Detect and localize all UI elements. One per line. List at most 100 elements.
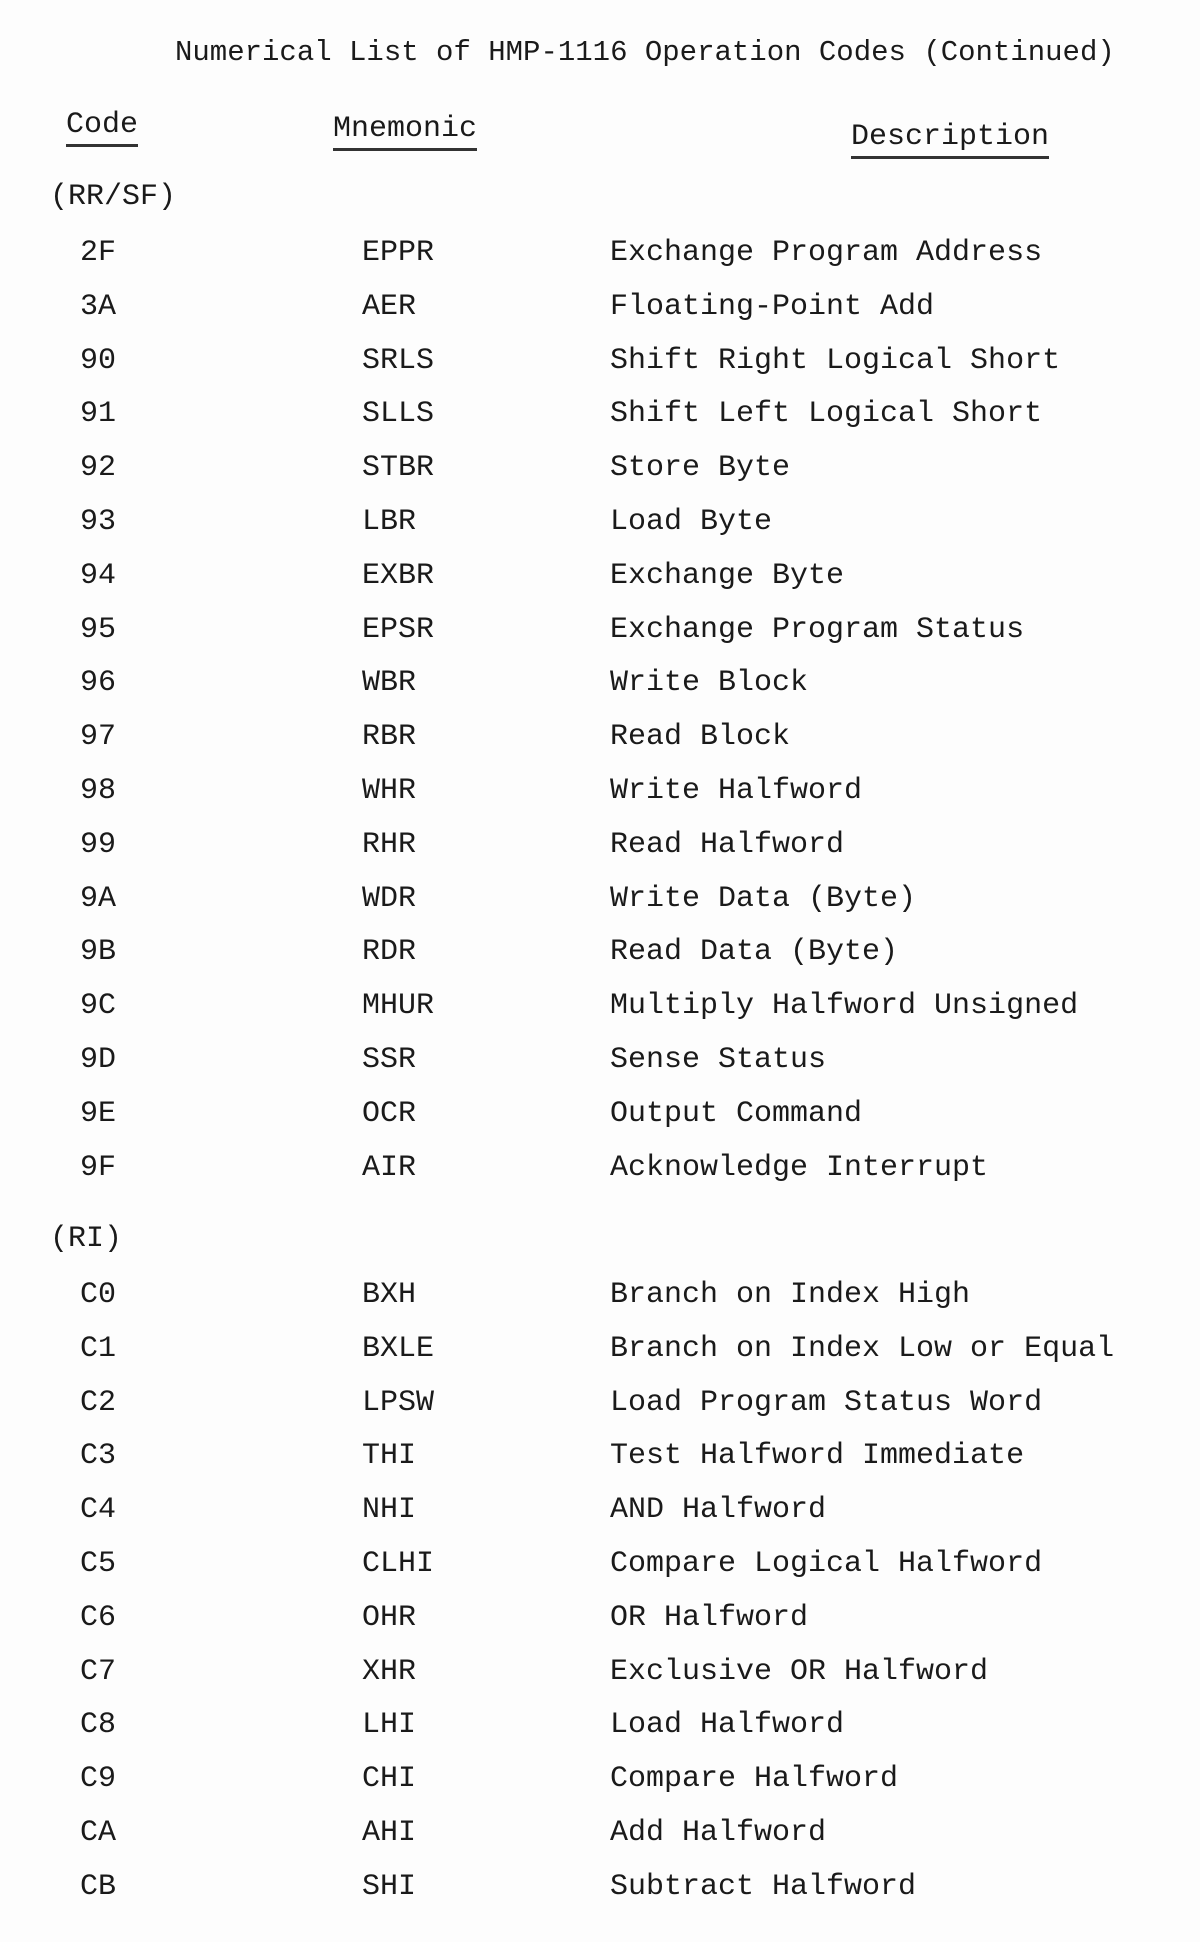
opcode-cell: 95 [80, 612, 117, 647]
opcode-cell: 9A [80, 881, 117, 916]
opcode-cell: 96 [80, 666, 117, 701]
table-row: C8 LHI Load Halfword [0, 1708, 1200, 1748]
description-cell: Acknowledge Interrupt [610, 1150, 989, 1185]
description-cell: Floating-Point Add [610, 289, 935, 324]
description-cell: Write Data (Byte) [610, 881, 917, 916]
table-row: C7 XHR Exclusive OR Halfword [0, 1655, 1200, 1695]
mnemonic-cell: OCR [362, 1096, 417, 1131]
table-row: C1 BXLE Branch on Index Low or Equal [0, 1332, 1200, 1372]
opcode-cell: 91 [80, 397, 117, 432]
opcode-cell: CB [80, 1869, 117, 1904]
table-row: C9 CHI Compare Halfword [0, 1762, 1200, 1802]
mnemonic-cell: SLLS [362, 397, 435, 432]
opcode-cell: 9E [80, 1096, 117, 1131]
description-cell: Compare Logical Halfword [610, 1547, 1043, 1581]
table-row: 93 LBR Load Byte [0, 505, 1200, 545]
mnemonic-cell: AIR [362, 1150, 417, 1185]
mnemonic-cell: RHR [362, 827, 417, 862]
opcode-cell: 9D [80, 1043, 117, 1077]
table-row: 9F AIR Acknowledge Interrupt [0, 1151, 1200, 1191]
description-cell: Read Block [610, 720, 791, 755]
description-cell: Read Data (Byte) [610, 935, 899, 970]
mnemonic-cell: AHI [362, 1816, 417, 1850]
description-cell: Branch on Index Low or Equal [610, 1331, 1115, 1366]
mnemonic-cell: LPSW [362, 1385, 435, 1420]
table-row: 3A AER Floating-Point Add [0, 290, 1200, 330]
header-mnemonic: Mnemonic [333, 112, 478, 151]
mnemonic-cell: AER [362, 289, 417, 324]
description-cell: Output Command [610, 1096, 863, 1131]
mnemonic-cell: CHI [362, 1762, 417, 1797]
table-row: 9D SSR Sense Status [0, 1043, 1200, 1083]
table-row: C6 OHR OR Halfword [0, 1601, 1200, 1641]
header-description: Description [851, 120, 1050, 159]
mnemonic-cell: SHI [362, 1869, 417, 1904]
table-row: 99 RHR Read Halfword [0, 828, 1200, 868]
table-row: 94 EXBR Exchange Byte [0, 559, 1200, 599]
description-cell: Write Halfword [610, 774, 863, 808]
mnemonic-cell: THI [362, 1439, 417, 1474]
opcode-cell: C4 [80, 1493, 117, 1528]
opcode-cell: 9C [80, 989, 117, 1024]
opcode-cell: 9F [80, 1150, 117, 1185]
mnemonic-cell: BXLE [362, 1331, 435, 1366]
mnemonic-cell: EPPR [362, 236, 435, 270]
mnemonic-cell: RDR [362, 935, 417, 970]
opcode-cell: C0 [80, 1278, 117, 1312]
opcode-cell: 93 [80, 505, 117, 539]
description-cell: Test Halfword Immediate [610, 1439, 1025, 1474]
section-label: (RR/SF) [50, 180, 177, 214]
opcode-cell: C3 [80, 1439, 117, 1474]
description-cell: OR Halfword [610, 1600, 809, 1635]
table-row: 9E OCR Output Command [0, 1097, 1200, 1137]
table-row: CB SHI Subtract Halfword [0, 1870, 1200, 1910]
page-title: Numerical List of HMP-1116 Operation Cod… [175, 36, 1115, 69]
opcode-cell: 2F [80, 236, 117, 270]
description-cell: Load Halfword [610, 1708, 845, 1743]
description-cell: Shift Right Logical Short [610, 343, 1061, 378]
mnemonic-cell: XHR [362, 1654, 417, 1689]
table-row: 2F EPPR Exchange Program Address [0, 236, 1200, 276]
section-label: (RI) [50, 1222, 123, 1256]
mnemonic-cell: LHI [362, 1708, 417, 1743]
table-row: 9A WDR Write Data (Byte) [0, 882, 1200, 922]
table-row: C2 LPSW Load Program Status Word [0, 1386, 1200, 1426]
table-row: 98 WHR Write Halfword [0, 774, 1200, 814]
description-cell: Store Byte [610, 451, 791, 486]
mnemonic-cell: WBR [362, 666, 417, 701]
table-row: 9B RDR Read Data (Byte) [0, 935, 1200, 975]
description-cell: Exclusive OR Halfword [610, 1654, 989, 1689]
mnemonic-cell: EXBR [362, 558, 435, 593]
table-row: 95 EPSR Exchange Program Status [0, 613, 1200, 653]
opcode-cell: 94 [80, 558, 117, 593]
description-cell: Multiply Halfword Unsigned [610, 989, 1079, 1024]
opcode-cell: CA [80, 1816, 117, 1850]
description-cell: Exchange Program Status [610, 612, 1025, 647]
mnemonic-cell: NHI [362, 1493, 417, 1528]
mnemonic-cell: WDR [362, 881, 417, 916]
mnemonic-cell: CLHI [362, 1547, 435, 1581]
table-row: 97 RBR Read Block [0, 720, 1200, 760]
description-cell: Add Halfword [610, 1816, 827, 1850]
header-code: Code [66, 108, 139, 147]
description-cell: Exchange Program Address [610, 236, 1043, 270]
table-row: C5 CLHI Compare Logical Halfword [0, 1547, 1200, 1587]
opcode-cell: 92 [80, 451, 117, 486]
description-cell: Sense Status [610, 1043, 827, 1077]
opcode-cell: 3A [80, 289, 117, 324]
table-row: 96 WBR Write Block [0, 666, 1200, 706]
table-row: 91 SLLS Shift Left Logical Short [0, 397, 1200, 437]
opcode-cell: C5 [80, 1547, 117, 1581]
description-cell: Exchange Byte [610, 558, 845, 593]
opcode-cell: 99 [80, 827, 117, 862]
opcode-cell: 9B [80, 935, 117, 970]
description-cell: Compare Halfword [610, 1762, 899, 1797]
opcode-cell: 90 [80, 343, 117, 378]
mnemonic-cell: SRLS [362, 343, 435, 378]
opcode-cell: C8 [80, 1708, 117, 1743]
mnemonic-cell: STBR [362, 451, 435, 486]
description-cell: Load Byte [610, 505, 773, 539]
opcode-cell: C2 [80, 1385, 117, 1420]
table-row: 9C MHUR Multiply Halfword Unsigned [0, 989, 1200, 1029]
